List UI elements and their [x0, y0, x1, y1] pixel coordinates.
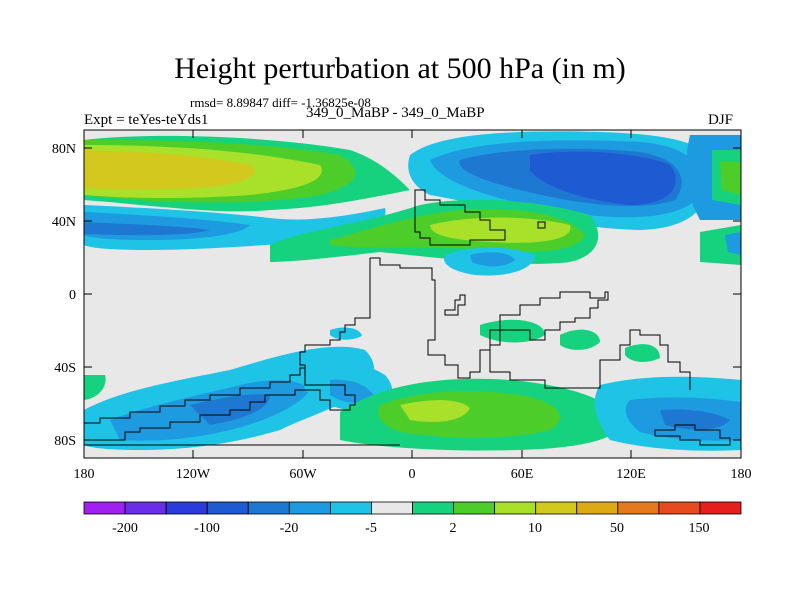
tick-marks: [84, 130, 741, 458]
colorbar-swatch: [535, 501, 578, 515]
lon-label: 60E: [511, 467, 534, 482]
lon-label: 120E: [616, 467, 646, 482]
contour-shade: [720, 162, 741, 195]
lat-label: 40N: [52, 215, 76, 230]
lat-label: 40S: [54, 361, 76, 376]
colorbar-label: 10: [528, 521, 542, 536]
lat-label: 0: [69, 288, 76, 303]
season-label: DJF: [708, 112, 734, 128]
colorbar-swatch: [247, 501, 290, 515]
stats-label: rmsd= 8.89847 diff= -1.36825e-08: [190, 95, 371, 110]
lon-label: 120W: [176, 467, 211, 482]
contour-shade: [378, 391, 560, 438]
contour-shade: [84, 375, 106, 400]
contour-shade: [530, 151, 676, 205]
contour-shade: [560, 329, 600, 350]
colorbar-swatch: [658, 501, 701, 515]
colorbar-labels: -200 -100 -20 -5 2 10 50 150: [112, 521, 709, 536]
colorbar-label: -20: [280, 521, 299, 536]
colorbar-swatch: [412, 501, 454, 515]
experiment-label: Expt = teYes-teYds1: [84, 112, 209, 128]
coastline: [414, 189, 506, 246]
contour-shade: [470, 252, 515, 267]
contour-shade: [84, 222, 210, 236]
lon-label: 0: [409, 467, 416, 482]
coastline: [654, 424, 731, 446]
coastline: [84, 258, 371, 441]
plot-title: Height perturbation at 500 hPa (in m): [174, 52, 626, 85]
lon-label: 180: [731, 467, 752, 482]
lon-label: 60W: [289, 467, 317, 482]
lat-label: 80N: [52, 142, 76, 157]
contour-shade: [625, 344, 660, 362]
coastlines: [84, 189, 731, 446]
coastline: [370, 257, 691, 390]
contour-shade: [480, 319, 545, 343]
colorbar-label: 2: [450, 521, 457, 536]
colorbar-swatch: [453, 501, 496, 515]
lon-label: 180: [74, 467, 95, 482]
colorbar-label: -100: [194, 521, 220, 536]
colorbar-label: -5: [365, 521, 377, 536]
colorbar-swatch: [83, 501, 126, 515]
coastline: [444, 294, 466, 316]
colorbar-swatch: [124, 501, 167, 515]
colorbar-swatch: [576, 501, 619, 515]
colorbar-swatch: [329, 501, 372, 515]
coastline: [537, 221, 546, 229]
colorbar-label: 50: [610, 521, 624, 536]
colorbar-swatch: [617, 501, 660, 515]
contour-shade: [330, 327, 362, 340]
case-label: 349_0_MaBP - 349_0_MaBP: [306, 105, 485, 121]
contour-shade: [84, 150, 255, 190]
colorbar-swatch: [288, 501, 331, 515]
contour-field: [84, 130, 741, 458]
colorbar-swatch: [494, 501, 537, 515]
colorbar-label: 150: [689, 521, 710, 536]
colorbar-swatch: [371, 501, 413, 515]
lat-label: 80S: [54, 434, 76, 449]
colorbar-label: -200: [112, 521, 138, 536]
contour-shade: [725, 232, 741, 255]
colorbar-swatch: [699, 501, 742, 515]
colorbar-swatch: [165, 501, 208, 515]
contour-shade: [400, 400, 470, 422]
coastline: [84, 367, 305, 424]
colorbar-swatch: [206, 501, 249, 515]
colorbar: [83, 501, 742, 515]
